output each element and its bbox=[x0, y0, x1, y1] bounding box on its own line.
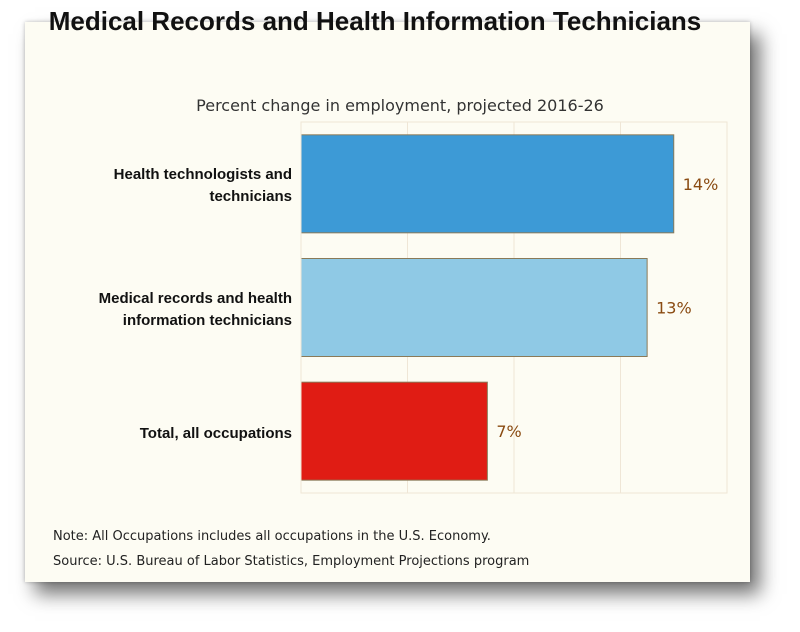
category-label-total-occupations: Total, all occupations bbox=[139, 425, 292, 442]
bar-2 bbox=[300, 381, 488, 481]
chart-subtitle: Percent change in employment, projected … bbox=[196, 96, 604, 115]
bar-1 bbox=[300, 258, 648, 357]
bars: 14% 13% 7% bbox=[300, 134, 719, 481]
category-label-medical-records: Medical records and health information t… bbox=[98, 290, 292, 329]
value-label-2: 7% bbox=[496, 422, 521, 441]
note-text: Note: All Occupations includes all occup… bbox=[53, 529, 491, 544]
source-text: Source: U.S. Bureau of Labor Statistics,… bbox=[53, 554, 530, 569]
bar-0 bbox=[300, 134, 675, 234]
value-label-1: 13% bbox=[656, 299, 692, 318]
category-label-health-technologists: Health technologists and technicians bbox=[113, 166, 292, 205]
chart-title: Medical Records and Health Information T… bbox=[48, 6, 702, 36]
value-label-0: 14% bbox=[683, 175, 719, 194]
